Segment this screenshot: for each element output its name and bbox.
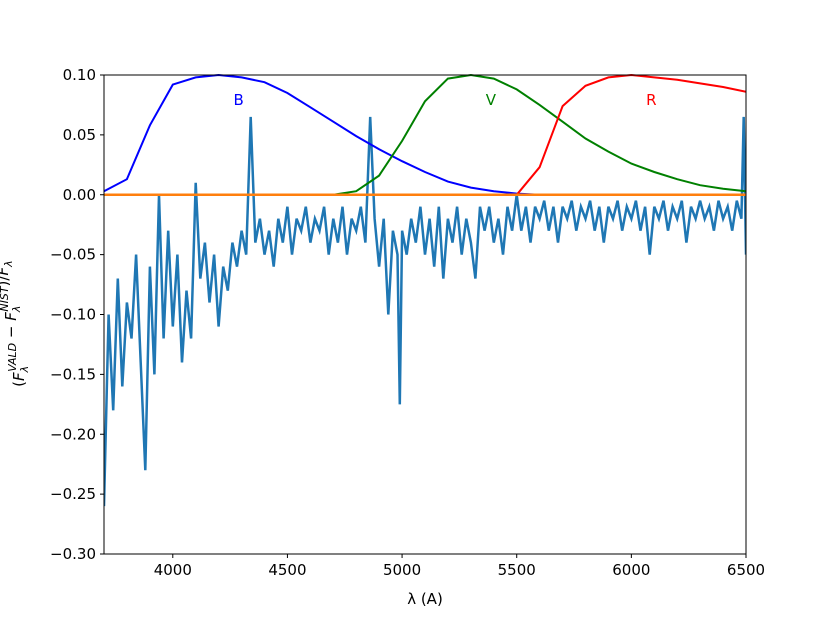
plot-frame [103,74,747,555]
series-line [333,73,746,196]
x-tick-label: 4000 [154,561,192,579]
x-tick-label: 5500 [498,561,536,579]
y-tick-label: −0.05 [50,246,96,264]
y-tick-label: −0.20 [50,425,96,443]
y-tick-label: −0.10 [50,306,96,324]
series-label: V [486,91,497,109]
series-label: R [646,91,656,109]
series-line [515,73,746,196]
y-tick-label: −0.30 [50,545,96,563]
x-tick-label: 6500 [727,561,765,579]
x-axis-label: λ (A) [407,590,443,608]
x-tick-label: 5000 [383,561,421,579]
y-tick-label: −0.15 [50,365,96,383]
y-tick-label: 0.10 [63,66,96,84]
y-tick-label: 0.00 [63,186,96,204]
series-line [104,116,746,507]
series-label: B [233,91,243,109]
y-tick-label: −0.25 [50,485,96,503]
x-tick-label: 6000 [612,561,650,579]
y-tick-label: 0.05 [63,126,96,144]
x-tick-label: 4500 [268,561,306,579]
series-line [104,73,540,196]
y-axis-label: (FλVALD − FλNIST)/FλNIST [0,240,31,387]
